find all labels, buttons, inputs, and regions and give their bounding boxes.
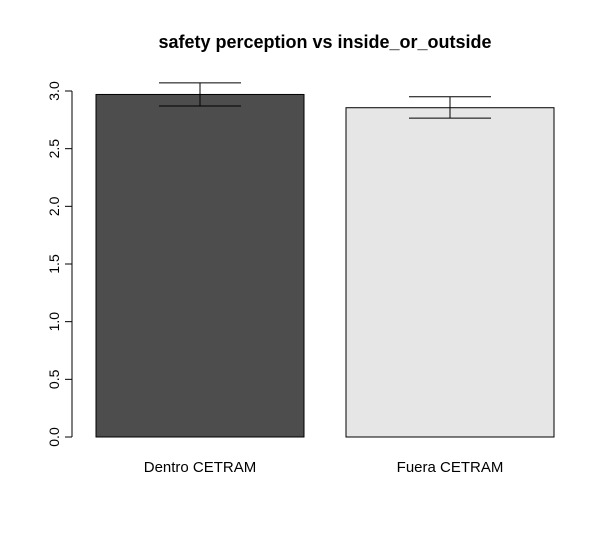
- bar: [345, 107, 555, 438]
- bars: [95, 93, 555, 438]
- y-tick-label: 1.5: [46, 254, 62, 274]
- x-axis-labels: Dentro CETRAM Fuera CETRAM: [144, 459, 504, 476]
- y-tick-label: 3.0: [46, 81, 62, 101]
- x-category-label: Fuera CETRAM: [397, 459, 504, 476]
- y-tick-label: 0.0: [46, 427, 62, 447]
- chart-title: safety perception vs inside_or_outside: [158, 32, 491, 52]
- bar: [95, 93, 305, 438]
- y-tick-label: 0.5: [46, 369, 62, 389]
- y-tick-label: 2.5: [46, 139, 62, 159]
- y-axis: 0.0 0.5 1.0 1.5 2.0 2.5 3.0: [46, 81, 73, 447]
- y-tick-label: 2.0: [46, 196, 62, 216]
- y-tick-label: 1.0: [46, 312, 62, 332]
- x-category-label: Dentro CETRAM: [144, 459, 257, 476]
- error-bars: [159, 82, 491, 119]
